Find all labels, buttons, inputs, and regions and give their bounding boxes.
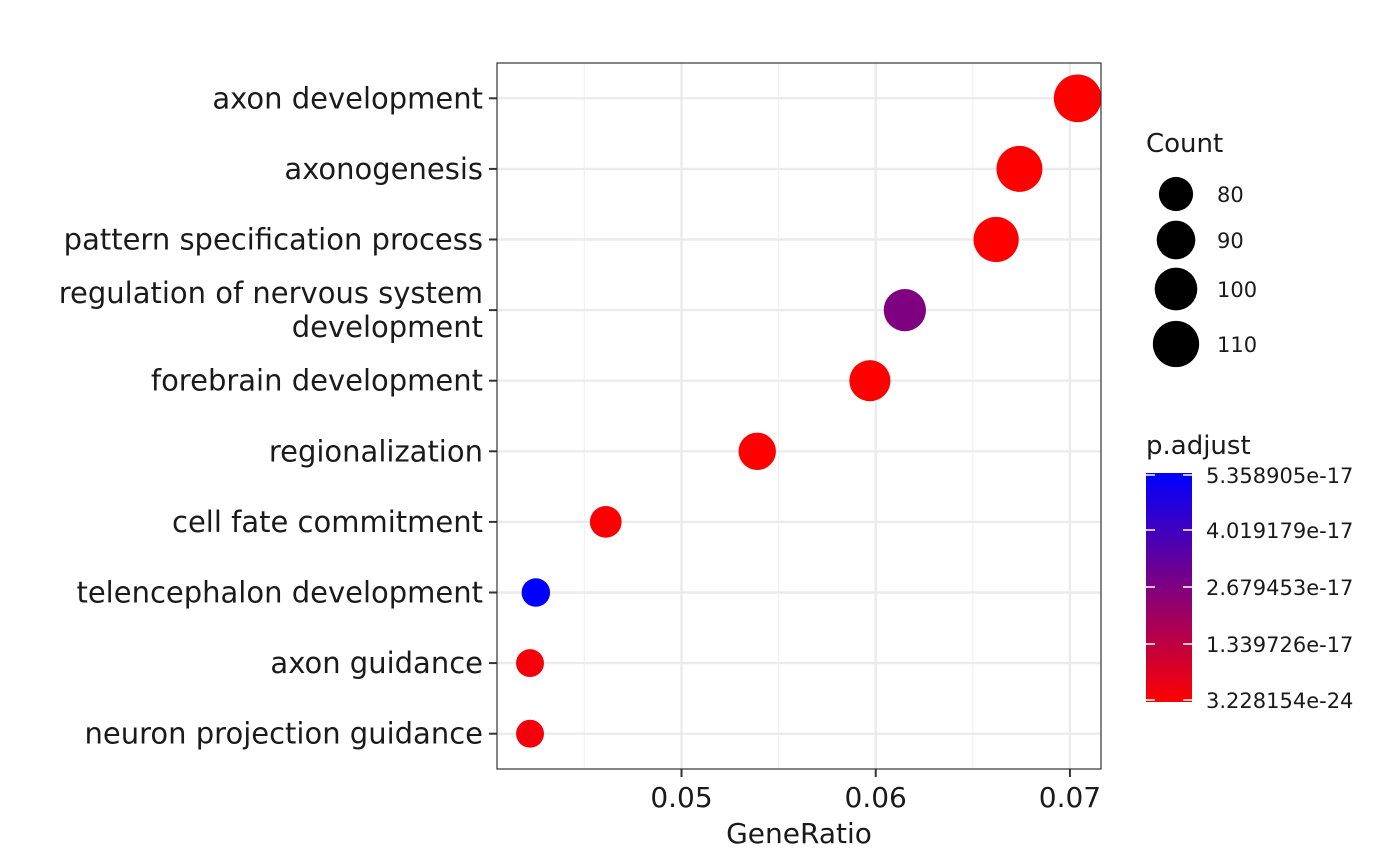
p-adjust-legend-label: 5.358905e-17 (1206, 464, 1353, 488)
y-tick-label-line: forebrain development (151, 364, 483, 398)
data-point (521, 578, 551, 607)
major-gridlines (497, 63, 1101, 769)
p-adjust-legend-label: 3.228154e-24 (1206, 689, 1353, 713)
p-adjust-legend-label: 1.339726e-17 (1206, 633, 1353, 657)
p-adjust-legend-label: 4.019179e-17 (1206, 519, 1353, 543)
x-tick-label: 0.07 (1039, 781, 1101, 814)
data-point (516, 649, 544, 678)
data-point (883, 288, 926, 332)
y-tick-label: axonogenesis (284, 152, 483, 186)
y-tick-label: telencephalon development (76, 576, 483, 610)
count-legend-label: 90 (1217, 229, 1244, 253)
y-tick-label: regionalization (269, 434, 483, 468)
minor-gridlines (583, 63, 974, 769)
data-point (973, 216, 1019, 263)
y-tick-label: forebrain development (151, 364, 483, 398)
y-tick-label-line: cell fate commitment (172, 505, 483, 539)
x-axis-title: GeneRatio (726, 817, 872, 850)
count-legend-dot (1156, 220, 1196, 260)
count-legend-dot (1158, 176, 1194, 212)
y-tick-label-line: regionalization (269, 434, 483, 468)
p-adjust-legend-label: 2.679453e-17 (1206, 576, 1353, 600)
count-legend-label: 110 (1217, 333, 1257, 357)
count-legend-title: Count (1146, 129, 1223, 159)
y-tick-label-line: pattern specification process (64, 223, 483, 257)
data-point (849, 360, 891, 402)
data-point (996, 145, 1043, 192)
y-tick-label: neuron projection guidance (85, 717, 483, 751)
y-tick-label-line: axon development (212, 81, 483, 115)
data-point (738, 432, 776, 470)
x-tick-label: 0.06 (845, 781, 907, 814)
count-legend-label: 80 (1217, 183, 1244, 207)
y-tick-label-line: regulation of nervous system (59, 276, 483, 310)
data-points (516, 74, 1102, 748)
y-tick-label: axon development (212, 81, 483, 115)
plot-border (496, 62, 1102, 770)
y-tick-label: regulation of nervous system development (59, 276, 483, 344)
p-adjust-legend-title: p.adjust (1146, 431, 1251, 461)
y-axis: axon development axonogenesis pattern spec… (59, 81, 497, 751)
y-tick-label-line: axonogenesis (284, 152, 483, 186)
y-tick-label: cell fate commitment (172, 505, 483, 539)
data-point (1053, 74, 1102, 123)
count-legend-dot (1154, 267, 1198, 311)
count-legend-label: 100 (1217, 278, 1257, 302)
y-tick-label-line: development (292, 310, 483, 344)
count-legend: Count 80 90 100 110 (1146, 129, 1257, 368)
p-adjust-legend: p.adjust 5.358905e-17 4.019179e-17 2.679453… (1146, 431, 1353, 713)
x-axis: 0.05 0.06 0.07 (650, 769, 1101, 814)
count-legend-dot (1152, 320, 1200, 368)
x-tick-label: 0.05 (650, 781, 712, 814)
y-tick-label: axon guidance (270, 646, 483, 680)
y-tick-label-line: axon guidance (270, 646, 483, 680)
y-tick-label-line: telencephalon development (76, 576, 483, 610)
y-tick-label-line: neuron projection guidance (85, 717, 483, 751)
y-tick-label: pattern specification process (64, 223, 483, 257)
data-point (516, 719, 544, 748)
data-point (589, 506, 622, 538)
